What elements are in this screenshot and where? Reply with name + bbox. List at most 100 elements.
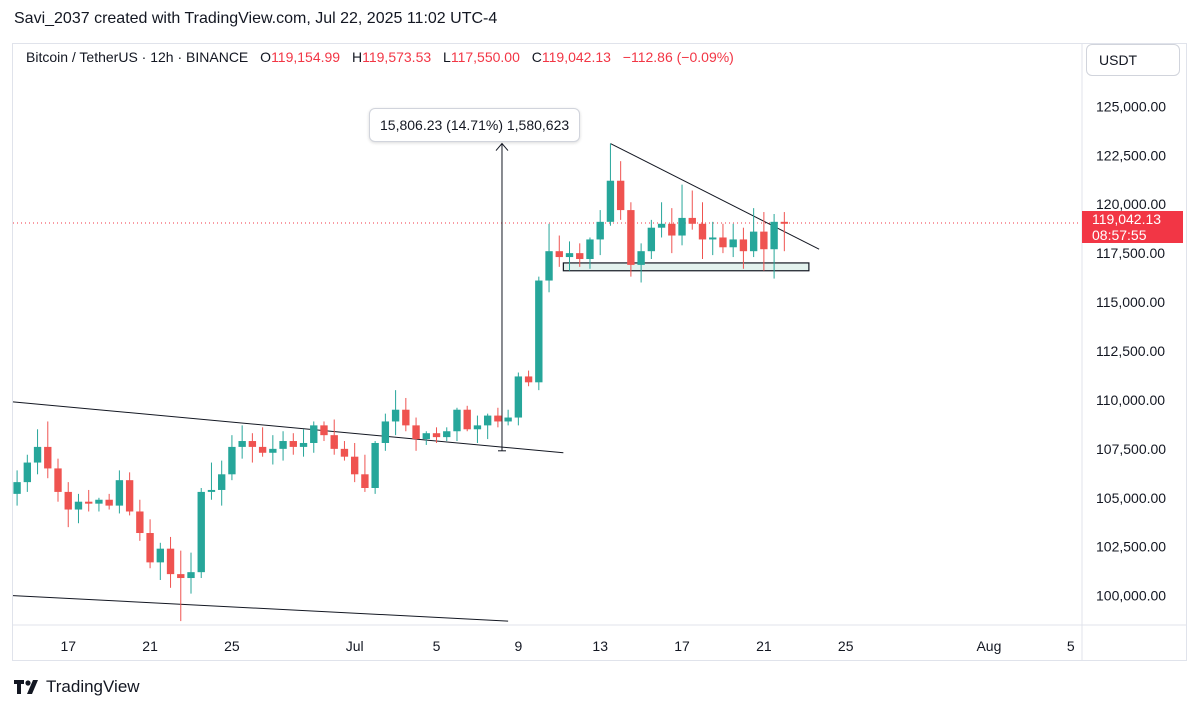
- candle-body: [576, 253, 584, 260]
- candle-body: [524, 376, 533, 383]
- candle-body: [463, 409, 471, 430]
- candle-body: [95, 499, 103, 504]
- x-tick-label: Aug: [976, 638, 1001, 654]
- candle-body: [494, 415, 502, 422]
- currency-selector[interactable]: USDT: [1086, 44, 1180, 76]
- bar-countdown: 08:57:55: [1092, 226, 1147, 243]
- y-tick-label: 107,500.00: [1096, 441, 1166, 457]
- candle-body: [228, 446, 236, 475]
- y-tick-label: 122,500.00: [1096, 147, 1166, 163]
- candle-body: [453, 409, 461, 432]
- candle-body: [678, 217, 686, 236]
- candle-body: [289, 441, 297, 447]
- x-tick-label: Jul: [346, 638, 364, 654]
- candle-body: [197, 491, 205, 573]
- high-label: H: [351, 49, 363, 65]
- candle-body: [412, 425, 420, 440]
- chart-frame: [12, 43, 1187, 661]
- candle-body: [207, 489, 216, 492]
- candle-body: [85, 501, 93, 504]
- candle-body: [350, 456, 359, 475]
- candle-body: [473, 425, 482, 430]
- candle-body: [698, 223, 707, 240]
- candle-body: [54, 468, 62, 492]
- candle-body: [136, 511, 144, 534]
- y-tick-label: 105,000.00: [1096, 490, 1166, 506]
- candle-body: [780, 221, 789, 224]
- candle-body: [647, 227, 656, 252]
- candle-body: [443, 431, 451, 438]
- triangle-top-line: [610, 143, 820, 250]
- y-tick-label: 100,000.00: [1096, 588, 1166, 604]
- candle-body: [33, 446, 42, 463]
- candle-body: [13, 482, 21, 494]
- candle-body: [218, 474, 226, 490]
- symbol-name[interactable]: Bitcoin / TetherUS · 12h · BINANCE: [26, 49, 249, 65]
- candle-body: [770, 221, 778, 250]
- candle-body: [64, 491, 72, 510]
- last-price-value: 119,042.13: [1092, 210, 1162, 227]
- candle-body: [381, 421, 390, 443]
- y-tick-label: 110,000.00: [1096, 392, 1165, 408]
- candle-body: [555, 251, 563, 258]
- candle-body: [637, 251, 645, 265]
- candle-body: [719, 237, 727, 248]
- candle-body: [483, 415, 492, 426]
- candle-body: [340, 448, 349, 457]
- lower-channel-line: [12, 595, 509, 622]
- candle-body: [371, 442, 379, 488]
- measure-arrow-head: [495, 142, 509, 151]
- x-tick-label: 25: [224, 638, 240, 654]
- candle-body: [310, 425, 318, 443]
- x-tick-label: 9: [514, 638, 522, 654]
- candle-body: [187, 572, 195, 579]
- candle-body: [248, 441, 257, 447]
- brand-name: TradingView: [46, 677, 140, 696]
- candle-body: [330, 435, 338, 449]
- y-tick-label: 112,500.00: [1096, 343, 1165, 359]
- candle-body: [749, 231, 758, 252]
- candle-body: [166, 548, 175, 575]
- candle-body: [391, 409, 400, 422]
- symbol-legend: Bitcoin / TetherUS · 12h · BINANCE O119,…: [26, 49, 734, 65]
- candle-body: [422, 433, 430, 440]
- candle-body: [320, 425, 328, 436]
- tradingview-logo[interactable]: TradingView: [14, 677, 140, 697]
- candle-body: [402, 409, 410, 426]
- candle-body: [596, 221, 604, 240]
- candle-body: [44, 446, 52, 469]
- candle-body: [616, 180, 625, 211]
- candle-body: [668, 223, 676, 236]
- measure-label: 15,806.23 (14.71%) 1,580,623: [369, 108, 581, 142]
- candle-body: [269, 448, 277, 453]
- x-tick-label: 17: [60, 638, 76, 654]
- candle-body: [125, 480, 134, 512]
- x-tick-label: 5: [1067, 638, 1075, 654]
- candle-body: [238, 441, 246, 447]
- candle-body: [115, 480, 124, 506]
- candle-body: [709, 237, 717, 240]
- support-zone: [562, 262, 810, 272]
- tradingview-logo-icon: [14, 680, 38, 694]
- x-tick-label: 13: [592, 638, 608, 654]
- chart-credit: Savi_2037 created with TradingView.com, …: [14, 10, 498, 27]
- candle-body: [432, 433, 441, 438]
- candle-body: [156, 548, 164, 563]
- y-tick-label: 125,000.00: [1096, 98, 1166, 114]
- upper-channel-line: [12, 401, 564, 454]
- candle-body: [688, 217, 696, 224]
- x-tick-label: 17: [674, 638, 690, 654]
- last-price-tag: 119,042.13 08:57:55: [1082, 210, 1183, 243]
- x-tick-label: 21: [142, 638, 158, 654]
- x-tick-label: 25: [838, 638, 854, 654]
- candle-body: [177, 574, 185, 579]
- candle-body: [514, 376, 523, 418]
- candle-body: [657, 223, 666, 228]
- candle-body: [146, 533, 154, 563]
- candle-body: [729, 239, 737, 248]
- x-tick-label: 5: [433, 638, 441, 654]
- candle-body: [504, 417, 512, 422]
- candle-body: [545, 251, 553, 281]
- y-tick-label: 102,500.00: [1096, 539, 1166, 555]
